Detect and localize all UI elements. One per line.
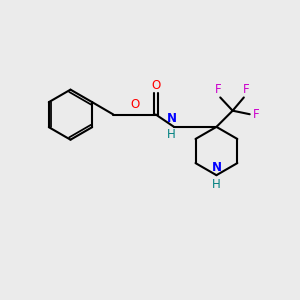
Text: N: N xyxy=(212,161,221,174)
Text: F: F xyxy=(243,83,250,96)
Text: F: F xyxy=(253,108,260,121)
Text: O: O xyxy=(152,79,161,92)
Text: O: O xyxy=(130,98,139,111)
Text: N: N xyxy=(167,112,177,125)
Text: H: H xyxy=(212,178,221,190)
Text: H: H xyxy=(167,128,176,141)
Text: F: F xyxy=(214,83,221,96)
